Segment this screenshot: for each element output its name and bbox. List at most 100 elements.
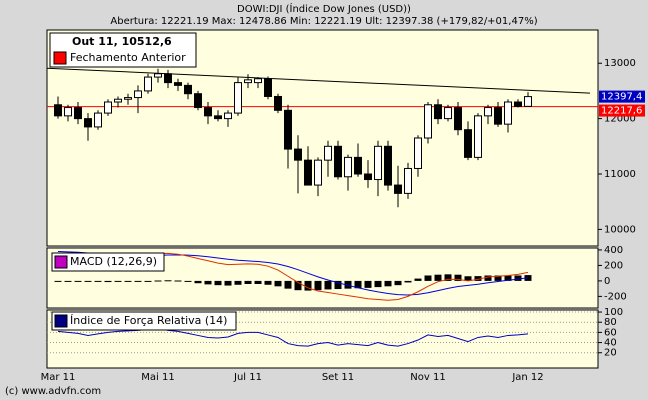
candle-body [174, 82, 182, 86]
y-tick-label: 40 [604, 338, 617, 349]
reference-box [599, 104, 645, 117]
histogram-bar [374, 280, 382, 288]
legend-label: MACD (12,26,9) [70, 255, 157, 268]
candle-body [74, 107, 82, 120]
candle-body [494, 107, 502, 125]
legend-annotation: Out 11, 10512,6 [72, 35, 172, 48]
candle-body [514, 101, 522, 107]
histogram-bar [484, 275, 492, 281]
y-tick-label: 60 [604, 327, 617, 338]
histogram-bar [244, 280, 252, 284]
candle-body [394, 184, 402, 194]
y-tick-label: 400 [604, 245, 623, 256]
histogram-bar [64, 280, 72, 282]
histogram-bar [164, 280, 172, 282]
candle-body [424, 104, 432, 139]
candle-body [284, 109, 292, 150]
candle-body [234, 82, 242, 114]
candle-body [144, 76, 152, 92]
x-tick-label: Mar 11 [41, 372, 76, 383]
candle-body [404, 167, 412, 194]
candle-body [294, 148, 302, 161]
x-tick-label: Set 11 [322, 372, 354, 383]
histogram-bar [134, 280, 142, 282]
candle-body [524, 96, 532, 107]
candle-body [444, 107, 452, 120]
candle-body [264, 78, 272, 97]
histogram-bar [354, 280, 362, 289]
histogram-bar [274, 280, 282, 287]
candle-body [64, 107, 72, 117]
y-tick-label: -200 [604, 291, 627, 302]
candle-body [374, 145, 382, 181]
histogram-bar [334, 280, 342, 290]
candle-body [254, 78, 262, 84]
candle-body [114, 98, 122, 103]
histogram-bar [214, 280, 222, 286]
legend-swatch [54, 314, 68, 328]
y-tick-label: 200 [604, 260, 623, 271]
y-tick-label: 0 [604, 276, 610, 287]
candle-body [164, 73, 172, 84]
histogram-bar [254, 280, 262, 284]
candle-body [184, 84, 192, 95]
histogram-bar [144, 280, 152, 282]
candle-body [84, 118, 92, 128]
histogram-bar [94, 280, 102, 282]
candle-body [484, 107, 492, 117]
candle-body [474, 115, 482, 158]
footer: (c) www.advfn.com [5, 386, 101, 397]
candle-body [154, 73, 162, 78]
histogram-bar [474, 276, 482, 281]
histogram-bar [154, 280, 162, 282]
last-value-box [599, 90, 645, 103]
histogram-bar [294, 280, 302, 291]
y-tick-label: 80 [604, 317, 617, 328]
candle-body [204, 107, 212, 117]
candle-body [194, 93, 202, 109]
y-tick-label: 11000 [604, 169, 636, 180]
trendline [46, 67, 591, 94]
histogram-bar [424, 275, 432, 281]
histogram-bar [84, 280, 92, 282]
candle-body [304, 159, 312, 186]
histogram-bar [444, 274, 452, 281]
histogram-bar [74, 280, 82, 282]
candle-body [454, 107, 462, 131]
chart-subtitle: Abertura: 12221.19 Max: 12478.86 Min: 12… [110, 16, 537, 27]
legend-swatch [54, 255, 68, 269]
candle-body [244, 79, 252, 84]
histogram-bar [414, 278, 422, 281]
histogram-bar [304, 280, 312, 291]
histogram-bar [404, 280, 412, 283]
histogram-bar [514, 275, 522, 281]
histogram-bar [194, 280, 202, 284]
histogram-bar [234, 280, 242, 285]
histogram-bar [114, 280, 122, 282]
plot-layer: 10000 11000 12000 13000 Mar 11 Mai 11 Jul 11 Se… [41, 58, 645, 383]
legend-label: Índice de Força Relativa (14) [70, 314, 227, 327]
legend-label: Fechamento Anterior [70, 51, 186, 64]
x-tick-label: Nov 11 [410, 372, 445, 383]
legend-box [49, 32, 197, 68]
histogram-bar [434, 274, 442, 281]
legend-swatch [53, 51, 67, 65]
candle-body [364, 173, 372, 181]
histogram-bar [384, 280, 392, 287]
candle-body [224, 112, 232, 120]
histogram-bar [284, 280, 292, 289]
candle-body [134, 90, 142, 99]
histogram-bar [324, 280, 332, 290]
candle-body [504, 101, 512, 125]
histogram-bar [104, 280, 112, 283]
histogram-bar [394, 280, 402, 286]
histogram-bar [504, 275, 512, 281]
histogram-bar [314, 280, 322, 291]
reference-label: 12217,6 [601, 106, 642, 117]
histogram-bar [224, 280, 232, 286]
histogram-bar [454, 274, 462, 281]
y-tick-label: 20 [604, 348, 617, 359]
chart-title: DOWI:DJI (Índice Dow Jones (USD)) [237, 2, 411, 15]
y-tick-label: 100 [604, 307, 623, 318]
histogram-bar [344, 280, 352, 289]
